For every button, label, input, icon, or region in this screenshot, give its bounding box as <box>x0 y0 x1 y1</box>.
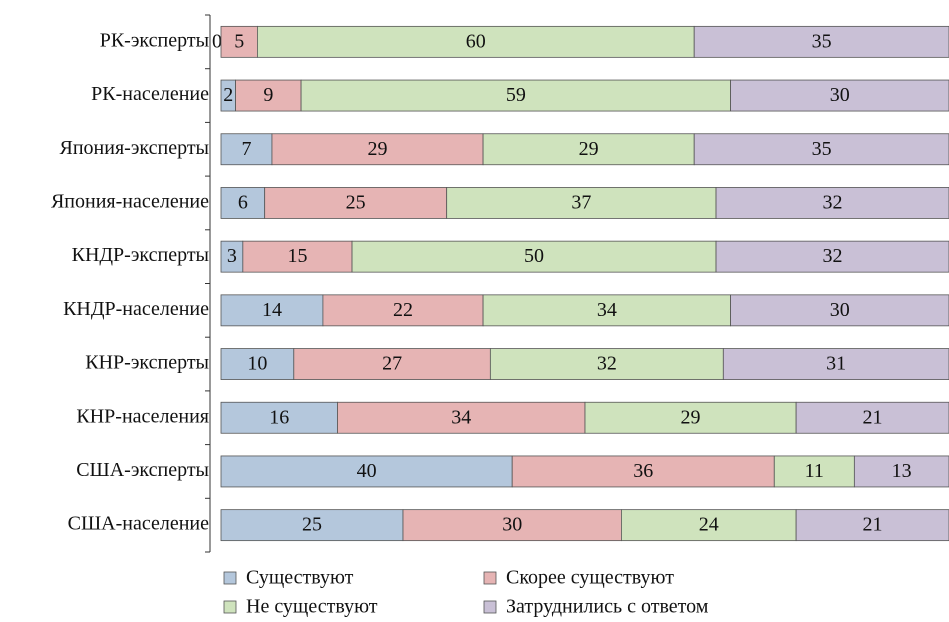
category-label: РК-население <box>91 83 209 105</box>
data-label: 60 <box>466 30 486 52</box>
legend-swatch <box>223 571 237 585</box>
data-label: 16 <box>269 406 289 428</box>
category-label: США-население <box>68 513 209 535</box>
legend-label: Существуют <box>246 567 354 589</box>
bar-segment <box>337 401 586 434</box>
data-label: 36 <box>633 460 653 482</box>
bar-segment <box>715 187 949 219</box>
bar-segment <box>482 133 695 166</box>
data-label: 6 <box>238 192 248 214</box>
bar-segment <box>220 25 258 58</box>
data-label: 5 <box>234 30 244 52</box>
category-label: РК-эксперты <box>100 29 209 51</box>
legend-label: Не существуют <box>246 596 378 618</box>
data-label: 25 <box>346 192 366 214</box>
data-label: 31 <box>826 353 846 375</box>
bar-segment <box>693 25 949 58</box>
data-label: 15 <box>287 245 307 267</box>
category-label: КНР-населения <box>76 405 209 427</box>
bar-segment <box>220 455 513 488</box>
data-label: 0 <box>212 30 222 52</box>
legend-label: Затруднились с ответом <box>506 596 709 618</box>
data-label: 30 <box>830 299 850 321</box>
legend-label: Скорее существуют <box>506 567 674 589</box>
data-label: 59 <box>506 84 526 106</box>
bar-segment <box>795 509 949 542</box>
data-label: 32 <box>597 353 617 375</box>
bar-segment <box>242 240 353 273</box>
data-label: 21 <box>863 514 883 536</box>
data-label: 3 <box>227 245 237 267</box>
bar-segment <box>220 133 273 166</box>
bar-segment <box>795 401 949 434</box>
data-label: 22 <box>393 299 413 321</box>
data-label: 30 <box>830 84 850 106</box>
bar-segment <box>715 240 949 273</box>
bar-segment <box>300 79 731 112</box>
data-label: 11 <box>805 460 824 482</box>
data-label: 35 <box>812 138 832 160</box>
bar-segment <box>693 133 949 166</box>
bar-segment <box>584 401 797 434</box>
data-label: 2 <box>223 84 233 106</box>
legend-swatch <box>483 600 497 614</box>
bar-segment <box>220 187 266 219</box>
category-label: Япония-население <box>51 191 209 213</box>
bar-segment <box>722 348 949 380</box>
data-label: 14 <box>262 299 282 321</box>
data-label: 24 <box>699 514 719 536</box>
data-label: 32 <box>823 245 843 267</box>
bar-segment <box>220 294 324 327</box>
category-label: США-эксперты <box>76 459 209 481</box>
data-label: 29 <box>681 406 701 428</box>
data-label: 34 <box>597 299 617 321</box>
bar-segment <box>446 187 717 219</box>
bar-segment <box>730 79 949 112</box>
data-label: 40 <box>357 460 377 482</box>
bar-segment <box>322 294 484 327</box>
bar-segment <box>853 455 949 488</box>
bar-segment <box>351 240 717 273</box>
bar-segment <box>235 79 302 112</box>
data-label: 25 <box>302 514 322 536</box>
category-label: КНДР-эксперты <box>72 244 209 266</box>
bar-segment <box>730 294 949 327</box>
data-label: 7 <box>241 138 251 160</box>
bar-segment <box>293 348 491 380</box>
bar-segment <box>264 187 448 219</box>
data-label: 32 <box>823 192 843 214</box>
category-label: КНР-эксперты <box>85 352 209 374</box>
category-label: КНДР-население <box>63 298 209 320</box>
bar-segment <box>220 401 338 434</box>
data-label: 29 <box>368 138 388 160</box>
data-label: 37 <box>571 192 591 214</box>
data-label: 50 <box>524 245 544 267</box>
data-label: 21 <box>863 406 883 428</box>
bar-segment <box>773 455 855 488</box>
bar-segment <box>511 455 775 488</box>
data-label: 10 <box>247 353 267 375</box>
data-label: 29 <box>579 138 599 160</box>
legend-swatch <box>483 571 497 585</box>
data-label: 34 <box>451 406 471 428</box>
legend-swatch <box>223 600 237 614</box>
bar-segment <box>489 348 724 380</box>
data-label: 9 <box>263 84 273 106</box>
data-label: 13 <box>892 460 912 482</box>
data-label: 35 <box>812 30 832 52</box>
data-label: 27 <box>382 353 402 375</box>
bar-segment <box>271 133 484 166</box>
category-label: Япония-эксперты <box>60 137 209 159</box>
bar-segment <box>256 25 695 58</box>
data-label: 30 <box>502 514 522 536</box>
bar-segment <box>402 509 622 542</box>
bar-segment <box>621 509 797 542</box>
